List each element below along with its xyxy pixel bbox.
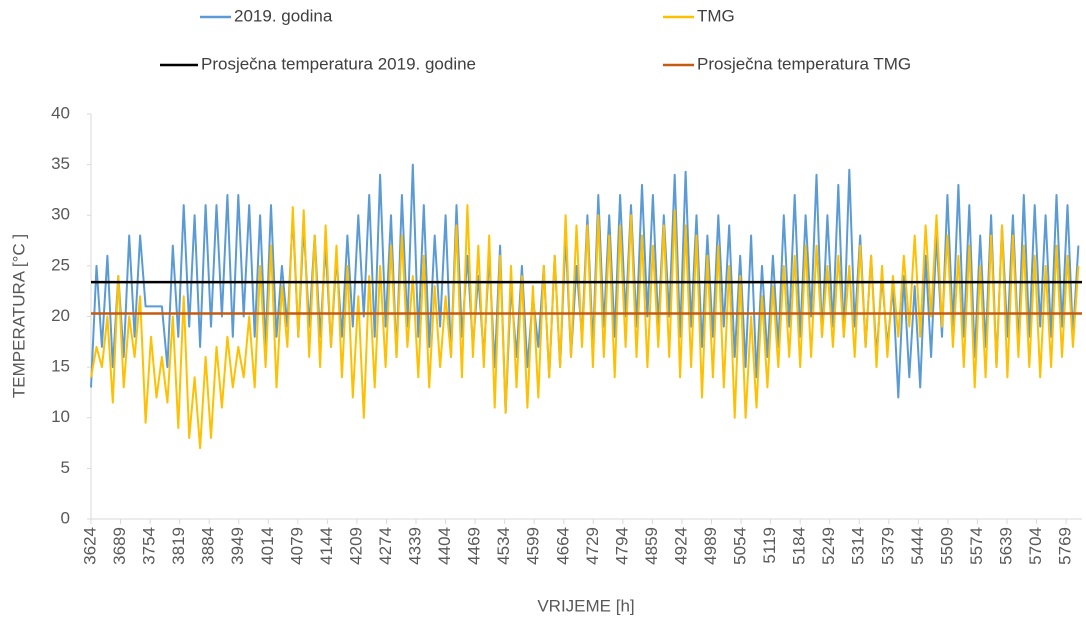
x-tick-label: 5444 <box>908 527 927 565</box>
x-tick-label: 4339 <box>406 527 425 565</box>
legend-label: TMG <box>697 6 735 25</box>
x-tick-label: 4534 <box>494 527 513 565</box>
x-tick-label: 5574 <box>967 527 986 565</box>
series-line <box>90 204 1080 450</box>
x-tick-label: 4794 <box>612 527 631 565</box>
legend-label: 2019. godina <box>234 6 333 25</box>
x-tick-label: 5509 <box>937 527 956 565</box>
x-tick-label: 4859 <box>642 527 661 565</box>
x-tick-label: 4079 <box>287 527 306 565</box>
y-tick-label: 20 <box>51 306 70 325</box>
y-tick-label: 5 <box>61 458 70 477</box>
x-tick-label: 5379 <box>878 527 897 565</box>
x-tick-label: 3624 <box>80 527 99 565</box>
x-tick-label: 5704 <box>1026 527 1045 565</box>
x-tick-label: 4014 <box>258 527 277 565</box>
x-tick-label: 4404 <box>435 527 454 565</box>
x-tick-label: 4209 <box>346 527 365 565</box>
x-tick-label: 5054 <box>731 527 750 565</box>
x-tick-label: 3689 <box>110 527 129 565</box>
x-tick-label: 4924 <box>671 527 690 565</box>
x-tick-label: 5184 <box>790 527 809 565</box>
x-tick-label: 4664 <box>553 527 572 565</box>
x-tick-label: 4599 <box>524 527 543 565</box>
legend: 2019. godina TMG Prosječna temperatura 201… <box>160 6 911 73</box>
x-tick-label: 4989 <box>701 527 720 565</box>
x-tick-label: 4729 <box>583 527 602 565</box>
legend-label: Prosječna temperatura 2019. godine <box>201 54 476 73</box>
y-tick-label: 10 <box>51 407 70 426</box>
x-tick-label: 3754 <box>140 527 159 565</box>
x-tick-label: 5639 <box>996 527 1015 565</box>
y-tick-label: 30 <box>51 205 70 224</box>
x-tick-label: 3949 <box>228 527 247 565</box>
y-tick-label: 40 <box>51 103 70 122</box>
y-tick-label: 15 <box>51 357 70 376</box>
x-tick-label: 5119 <box>760 527 779 564</box>
x-tick-label: 4144 <box>317 527 336 565</box>
x-tick-label: 5314 <box>849 527 868 565</box>
x-tick-label: 4469 <box>465 527 484 565</box>
y-axis-label: TEMPERATURA [°C ] <box>9 234 28 398</box>
x-tick-label: 5249 <box>819 527 838 565</box>
y-tick-label: 35 <box>51 154 70 173</box>
x-tick-label: 5769 <box>1056 527 1075 565</box>
x-tick-label: 4274 <box>376 527 395 565</box>
y-tick-label: 0 <box>61 508 70 527</box>
x-tick-label: 3819 <box>169 527 188 565</box>
legend-label: Prosječna temperatura TMG <box>697 54 911 73</box>
x-axis-label: VRIJEME [h] <box>537 596 634 615</box>
y-tick-label: 25 <box>51 255 70 274</box>
x-tick-label: 3884 <box>199 527 218 565</box>
